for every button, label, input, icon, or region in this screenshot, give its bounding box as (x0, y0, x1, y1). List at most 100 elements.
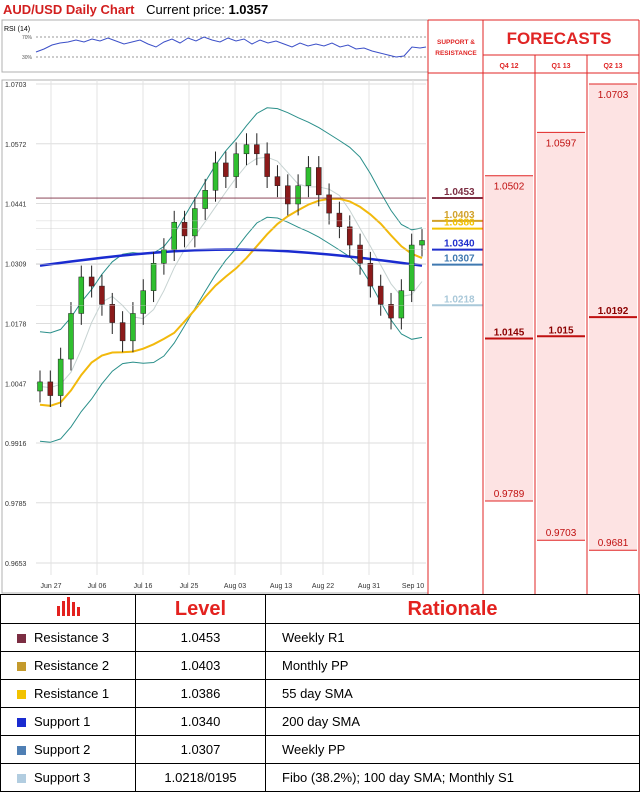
x-tick-label: Aug 22 (312, 583, 334, 590)
row-rationale: 200 day SMA (265, 707, 640, 736)
candle-body (140, 290, 146, 314)
sma-55-line (39, 197, 423, 407)
price-panel (1, 79, 429, 594)
row-rationale: Fibo (38.2%); 100 day SMA; Monthly S1 (265, 763, 640, 792)
table-logo-cell (0, 594, 136, 624)
forecast-mid-label: 1.0192 (598, 306, 629, 317)
row-name-cell: Resistance 3 (0, 623, 136, 652)
forecast-low-label: 0.9703 (546, 528, 577, 539)
row-name-cell: Support 3 (0, 763, 136, 792)
candle-body (357, 244, 363, 264)
y-tick-label: 1.0703 (5, 82, 27, 89)
y-tick-label: 1.0309 (5, 262, 27, 269)
candle-body (223, 162, 229, 177)
candle-body (398, 290, 405, 319)
table-row: Support 2 1.0307 Weekly PP (0, 735, 640, 764)
candle-body (336, 212, 343, 228)
row-name: Resistance 1 (34, 686, 110, 701)
row-color-swatch (17, 746, 26, 755)
rsi-lower-label: 30% (22, 55, 33, 61)
bollinger-lower (39, 216, 423, 443)
x-tick-label: Sep 10 (402, 583, 424, 590)
candle-body (99, 285, 105, 305)
row-name-cell: Resistance 1 (0, 679, 136, 708)
x-tick-label: Aug 13 (270, 583, 292, 590)
chart-svg: RSI (14) 70% 30% 1.0703 1.0572 1.0441 1.030… (1, 19, 640, 594)
candle-body (316, 167, 322, 196)
table-row: Support 3 1.0218/0195 Fibo (38.2%); 100 da… (0, 763, 640, 792)
rsi-line (35, 36, 427, 58)
row-level: 1.0340 (135, 707, 266, 736)
row-rationale: 55 day SMA (265, 679, 640, 708)
row-color-swatch (17, 634, 26, 643)
y-tick-label: 0.9785 (5, 501, 27, 508)
candle-body (326, 194, 332, 214)
forecasts-title: FORECASTS (507, 29, 612, 48)
table-row: Resistance 3 1.0453 Weekly R1 (0, 623, 640, 652)
y-tick-label: 1.0047 (5, 381, 27, 388)
candle-body (367, 263, 374, 287)
candle-body (377, 285, 384, 305)
candle-body (68, 313, 74, 360)
y-tick-label: 1.0441 (5, 202, 27, 209)
sr-header-line1: SUPPORT & (437, 39, 475, 46)
row-color-swatch (17, 718, 26, 727)
table-header-row: Level Rationale (0, 594, 640, 624)
row-rationale: Weekly R1 (265, 623, 640, 652)
candle-body (150, 263, 157, 291)
y-tick-label: 1.0178 (5, 322, 27, 329)
rsi-panel: RSI (14) 70% 30% (1, 19, 429, 73)
table-header-rationale: Rationale (265, 594, 640, 624)
forecast-high-label: 1.0502 (494, 182, 525, 193)
level-label: 1.0453 (444, 187, 475, 198)
row-name: Support 3 (34, 770, 91, 785)
x-tick-label: Aug 03 (224, 583, 246, 590)
level-label: 1.0307 (444, 254, 475, 265)
y-tick-label: 0.9653 (5, 561, 27, 568)
row-level: 1.0307 (135, 735, 266, 764)
row-level: 1.0453 (135, 623, 266, 652)
level-label: 1.0218 (444, 294, 475, 305)
price-value: 1.0357 (228, 2, 269, 17)
col-q1-13: Q1 13 (551, 63, 570, 70)
level-label: 1.0403 (444, 210, 475, 221)
forecast-high-label: 1.0703 (598, 90, 629, 101)
bollinger-upper (39, 107, 423, 334)
forecast-mid-label: 1.015 (548, 325, 573, 336)
candle-body (161, 249, 167, 264)
level-label: 1.0386 (444, 218, 475, 229)
row-level: 1.0386 (135, 679, 266, 708)
candle-body (285, 185, 291, 205)
row-level: 1.0218/0195 (135, 763, 266, 792)
col-q4-12: Q4 12 (499, 63, 518, 70)
x-tick-label: Jul 06 (88, 583, 107, 590)
table-header-level: Level (135, 594, 266, 624)
row-color-swatch (17, 662, 26, 671)
row-name-cell: Support 1 (0, 707, 136, 736)
chart-title: AUD/USD Daily Chart (3, 2, 135, 17)
row-name: Support 1 (34, 714, 91, 729)
x-tick-label: Jul 25 (180, 583, 199, 590)
candle-body (57, 358, 64, 396)
forecast-low-label: 0.9681 (598, 538, 629, 549)
candle-body (243, 144, 250, 155)
x-tick-label: Jul 16 (134, 583, 153, 590)
candle-body (47, 381, 54, 396)
row-name: Support 2 (34, 742, 91, 757)
candle-body (171, 221, 177, 250)
candle-body (78, 276, 85, 314)
candle-body (264, 153, 270, 177)
candle-body (408, 244, 415, 291)
row-name: Resistance 3 (34, 630, 110, 645)
chart-header: AUD/USD Daily Chart Current price: 1.035… (0, 0, 428, 20)
candle-body (37, 381, 43, 392)
candle-body (233, 153, 239, 177)
sr-header-line2: RESISTANCE (435, 50, 477, 57)
candle-body (88, 276, 95, 287)
candle-body (388, 304, 394, 319)
candle-body (274, 176, 281, 186)
price-label: Current price: (146, 2, 225, 17)
level-label: 1.0340 (444, 239, 475, 250)
rsi-upper-label: 70% (22, 35, 33, 41)
candle-body (419, 240, 425, 246)
